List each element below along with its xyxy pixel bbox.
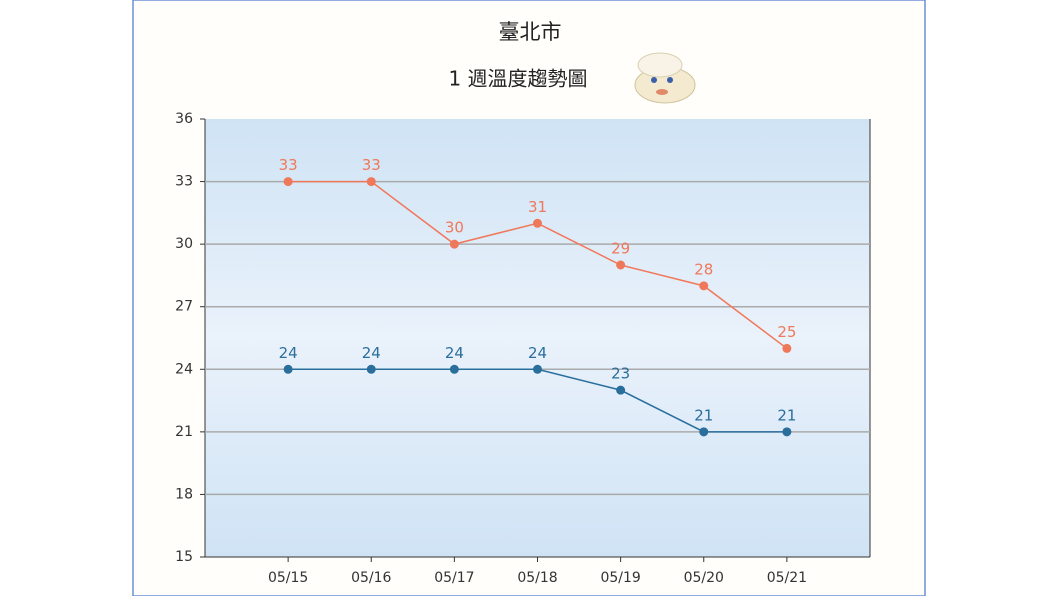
data-point xyxy=(616,385,626,395)
x-tick-label: 05/16 xyxy=(351,570,391,586)
y-tick-label: 24 xyxy=(175,361,193,377)
data-point xyxy=(699,427,709,437)
data-label: 24 xyxy=(528,344,547,362)
y-tick-label: 18 xyxy=(175,486,193,502)
data-label: 24 xyxy=(362,344,381,362)
chart-subtitle: 1 週溫度趨勢圖 xyxy=(448,67,587,91)
data-label: 21 xyxy=(777,406,796,424)
y-tick-label: 30 xyxy=(175,236,193,252)
x-tick-label: 05/18 xyxy=(517,570,557,586)
x-tick-label: 05/19 xyxy=(600,570,640,586)
y-tick-label: 33 xyxy=(175,174,193,190)
chart-title: 臺北市 xyxy=(499,20,562,44)
y-tick-label: 36 xyxy=(175,111,193,127)
x-tick-label: 05/20 xyxy=(684,570,724,586)
x-tick-label: 05/17 xyxy=(434,570,474,586)
data-label: 30 xyxy=(445,219,464,237)
data-point xyxy=(283,364,293,374)
data-label: 33 xyxy=(362,156,381,174)
data-point xyxy=(449,364,459,374)
data-label: 29 xyxy=(611,240,630,258)
data-point xyxy=(533,218,542,228)
data-label: 23 xyxy=(611,365,630,383)
x-tick-label: 05/15 xyxy=(268,570,308,586)
data-label: 24 xyxy=(445,344,464,362)
data-label: 25 xyxy=(777,323,796,341)
y-tick-label: 27 xyxy=(175,299,193,315)
x-tick-label: 05/21 xyxy=(767,570,807,586)
data-point xyxy=(782,427,792,437)
data-point xyxy=(699,281,709,291)
data-label: 21 xyxy=(694,406,713,424)
data-label: 24 xyxy=(279,344,298,362)
data-point xyxy=(533,364,542,374)
data-point xyxy=(283,177,293,187)
data-label: 33 xyxy=(279,156,298,174)
data-label: 31 xyxy=(528,198,547,216)
data-point xyxy=(366,177,376,187)
data-point xyxy=(366,364,376,374)
y-tick-label: 15 xyxy=(175,549,193,565)
mascot-icon xyxy=(634,52,696,104)
data-point xyxy=(616,260,626,270)
y-tick-label: 21 xyxy=(175,424,193,440)
data-point xyxy=(449,239,459,249)
data-label: 28 xyxy=(694,260,713,278)
plot-area xyxy=(205,119,870,557)
data-point xyxy=(782,343,792,353)
